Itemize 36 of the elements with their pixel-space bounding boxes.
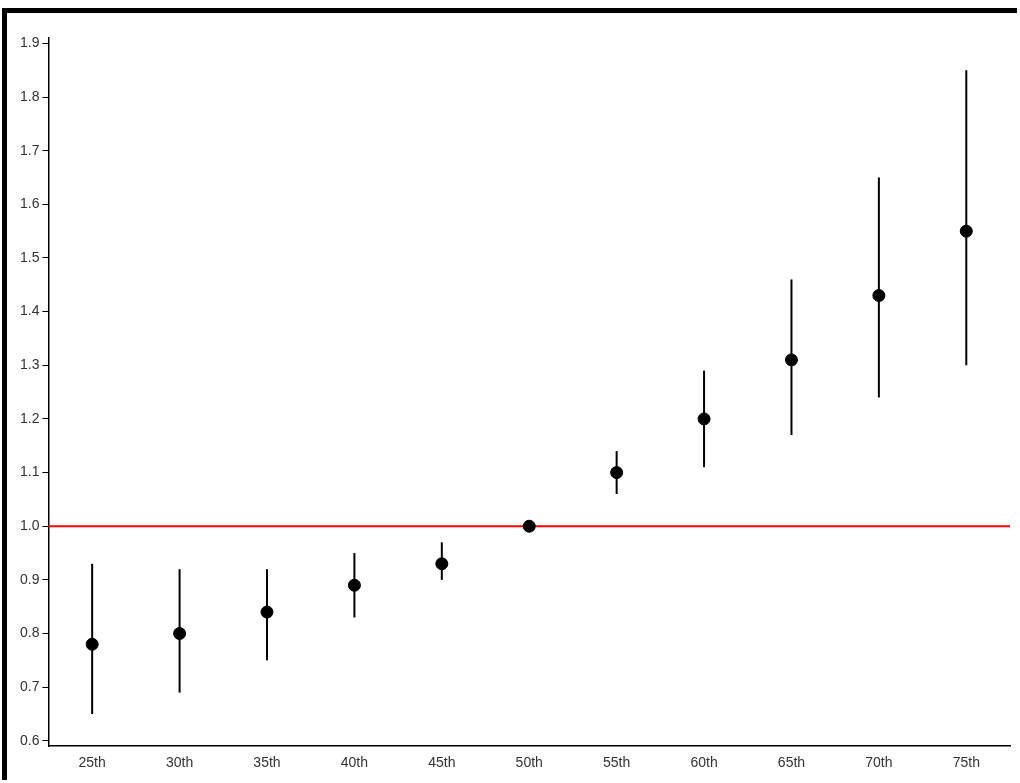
y-tick-label: 0.9: [19, 570, 40, 587]
y-tick-label: 1.6: [19, 195, 40, 212]
point: [260, 605, 274, 619]
y-tick-label: 1.1: [19, 463, 40, 480]
y-tick-label: 1.2: [19, 409, 40, 426]
x-tick-label: 30th: [165, 754, 194, 771]
point: [697, 412, 711, 426]
point: [435, 557, 449, 571]
x-tick-label: 70th: [865, 754, 893, 771]
x-tick-label: 50th: [515, 754, 543, 771]
point: [173, 627, 187, 641]
point: [610, 466, 624, 480]
point: [872, 289, 886, 303]
y-tick-label: 1.3: [19, 356, 40, 373]
y-tick-label: 1.8: [19, 87, 40, 104]
x-tick-label: 55th: [603, 754, 631, 771]
x-tick-label: 35th: [253, 754, 281, 771]
y-tick-label: 0.6: [19, 731, 40, 748]
y-tick-label: 1.0: [19, 517, 40, 534]
x-tick-label: 60th: [690, 754, 718, 771]
x-tick-label: 75th: [952, 754, 980, 771]
y-tick-label: 1.4: [19, 302, 40, 319]
y-tick-label: 1.9: [19, 34, 40, 51]
point: [784, 353, 798, 367]
x-tick-label: 40th: [340, 754, 369, 771]
y-tick-label: 0.8: [19, 624, 40, 641]
point: [959, 224, 973, 238]
x-tick-label: 65th: [777, 754, 806, 771]
point: [85, 637, 99, 651]
y-tick-label: 1.5: [19, 248, 40, 265]
point: [522, 519, 536, 533]
x-tick-label: 45th: [428, 754, 456, 771]
point: [347, 578, 361, 592]
y-tick-label: 1.7: [19, 141, 40, 158]
y-tick-label: 0.7: [19, 678, 40, 695]
x-tick-label: 25th: [78, 754, 106, 771]
